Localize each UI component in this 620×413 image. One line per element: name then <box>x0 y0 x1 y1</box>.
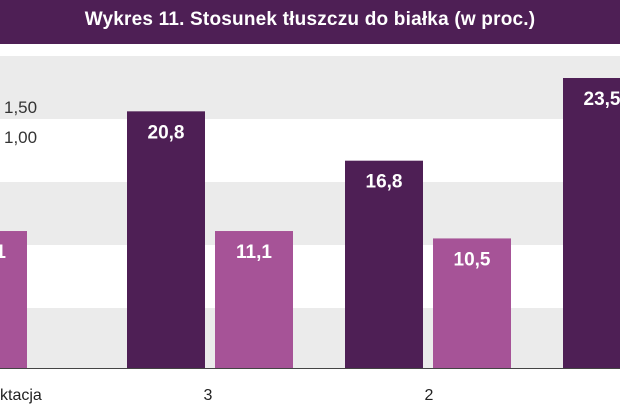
grid-band <box>0 182 620 245</box>
bar-dark-3 <box>563 78 620 368</box>
y-tick-label: 1,00 <box>4 128 37 147</box>
data-label: 23,5 <box>584 89 620 110</box>
bar-dark-1 <box>127 111 205 368</box>
x-tick-label: 2 <box>425 387 434 404</box>
y-tick-label: 1,50 <box>4 98 37 117</box>
data-label: 11,1 <box>0 242 6 263</box>
data-label: 10,5 <box>454 249 491 270</box>
data-label: 11,1 <box>236 242 272 263</box>
data-label: 20,8 <box>148 122 185 143</box>
x-tick-label: ktacja <box>0 387 42 404</box>
grid-band <box>0 308 620 368</box>
bar-dark-2 <box>345 160 423 368</box>
bar-light-2 <box>433 238 511 368</box>
bar-light-1 <box>215 231 293 368</box>
grid-band <box>0 56 620 119</box>
bar-light-0 <box>0 231 27 368</box>
chart-title-bar: Wykres 11. Stosunek tłuszczu do białka (… <box>0 0 620 44</box>
data-label: 16,8 <box>366 172 403 193</box>
x-tick-label: 3 <box>204 387 213 404</box>
chart-title: Wykres 11. Stosunek tłuszczu do białka (… <box>84 9 536 30</box>
